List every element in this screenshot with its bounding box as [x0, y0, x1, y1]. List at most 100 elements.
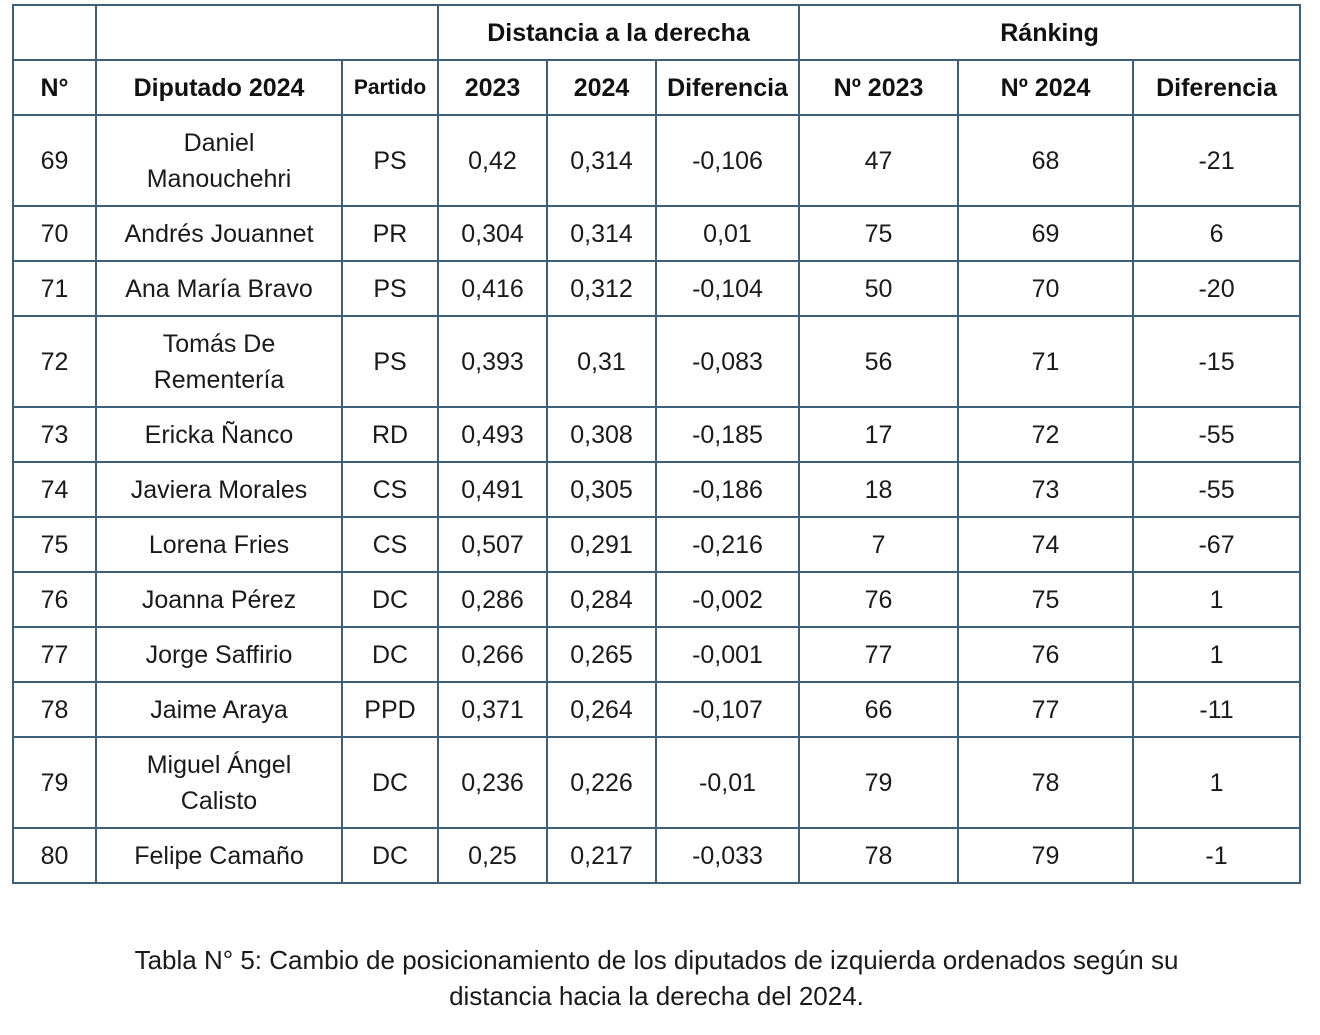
table-row: 72 Tomás De Rementería PS 0,393 0,31 -0,083 56… — [12, 315, 1302, 408]
cell-distancia-2024: 0,31 — [546, 315, 657, 408]
cell-distancia-2024: 0,217 — [546, 827, 657, 884]
cell-distancia-2023: 0,416 — [437, 260, 548, 317]
cell-partido: DC — [341, 736, 439, 829]
cell-distancia-diferencia: -0,001 — [654, 626, 801, 683]
cell-distancia-2024: 0,308 — [546, 406, 657, 463]
cell-ranking-diferencia: -55 — [1132, 461, 1302, 518]
cell-numero: 72 — [12, 315, 97, 408]
cell-distancia-2024: 0,226 — [546, 736, 657, 829]
column-header-diputado: Diputado 2024 — [95, 59, 343, 116]
table-body: 69 Daniel Manouchehri PS 0,42 0,314 -0,106 47 6… — [12, 114, 1302, 884]
cell-numero: 71 — [12, 260, 97, 317]
cell-diputado: Lorena Fries — [95, 516, 343, 573]
cell-distancia-2023: 0,25 — [437, 827, 548, 884]
cell-ranking-2024: 70 — [957, 260, 1135, 317]
cell-ranking-diferencia: 1 — [1132, 736, 1302, 829]
cell-ranking-diferencia: 6 — [1132, 205, 1302, 262]
cell-distancia-diferencia: -0,033 — [654, 827, 801, 884]
cell-distancia-diferencia: -0,002 — [654, 571, 801, 628]
cell-ranking-2023: 50 — [798, 260, 960, 317]
cell-distancia-2023: 0,42 — [437, 114, 548, 207]
cell-ranking-diferencia: -67 — [1132, 516, 1302, 573]
cell-ranking-2023: 79 — [798, 736, 960, 829]
cell-ranking-diferencia: -55 — [1132, 406, 1302, 463]
table-row: 69 Daniel Manouchehri PS 0,42 0,314 -0,106 47 6… — [12, 114, 1302, 207]
cell-distancia-2023: 0,507 — [437, 516, 548, 573]
cell-ranking-2023: 76 — [798, 571, 960, 628]
cell-diputado: Ana María Bravo — [95, 260, 343, 317]
table-row: 74 Javiera Morales CS 0,491 0,305 -0,186 18 73-… — [12, 461, 1302, 518]
cell-distancia-2023: 0,493 — [437, 406, 548, 463]
cell-numero: 77 — [12, 626, 97, 683]
cell-ranking-2024: 74 — [957, 516, 1135, 573]
cell-distancia-2024: 0,314 — [546, 114, 657, 207]
ranking-table: Distancia a la derecha Ránking N° Diputa… — [12, 4, 1302, 884]
caption-line-1: Tabla N° 5: Cambio de posicionamiento de… — [134, 945, 1179, 975]
cell-distancia-2024: 0,305 — [546, 461, 657, 518]
column-header-partido: Partido — [341, 59, 439, 116]
cell-ranking-diferencia: -20 — [1132, 260, 1302, 317]
cell-partido: RD — [341, 406, 439, 463]
cell-ranking-2024: 75 — [957, 571, 1135, 628]
cell-ranking-2024: 76 — [957, 626, 1135, 683]
cell-distancia-2024: 0,284 — [546, 571, 657, 628]
cell-distancia-2024: 0,314 — [546, 205, 657, 262]
table-caption: Tabla N° 5: Cambio de posicionamiento de… — [0, 942, 1313, 1014]
column-header-numero: N° — [12, 59, 97, 116]
caption-line-2: distancia hacia la derecha del 2024. — [449, 981, 864, 1011]
column-header-ranking-2024: Nº 2024 — [957, 59, 1135, 116]
cell-diputado: Jorge Saffirio — [95, 626, 343, 683]
cell-partido: PS — [341, 114, 439, 207]
cell-ranking-diferencia: 1 — [1132, 626, 1302, 683]
cell-ranking-2023: 47 — [798, 114, 960, 207]
column-header-diferencia-ranking: Diferencia — [1132, 59, 1302, 116]
cell-ranking-2024: 71 — [957, 315, 1135, 408]
cell-ranking-2023: 7 — [798, 516, 960, 573]
column-header-ranking-2023: Nº 2023 — [798, 59, 960, 116]
group-header-ranking: Ránking — [798, 4, 1302, 61]
column-header-2024: 2024 — [546, 59, 657, 116]
cell-ranking-2024: 77 — [957, 681, 1135, 738]
cell-distancia-2024: 0,312 — [546, 260, 657, 317]
cell-partido: PS — [341, 315, 439, 408]
column-header-row: N° Diputado 2024 Partido 2023 2024 Difer… — [12, 59, 1302, 116]
cell-ranking-diferencia: -1 — [1132, 827, 1302, 884]
cell-numero: 78 — [12, 681, 97, 738]
cell-diputado: Jaime Araya — [95, 681, 343, 738]
cell-diputado: Felipe Camaño — [95, 827, 343, 884]
cell-diputado: Miguel Ángel Calisto — [95, 736, 343, 829]
cell-numero: 75 — [12, 516, 97, 573]
cell-ranking-2023: 56 — [798, 315, 960, 408]
cell-distancia-diferencia: -0,104 — [654, 260, 801, 317]
cell-distancia-2024: 0,291 — [546, 516, 657, 573]
cell-ranking-2024: 68 — [957, 114, 1135, 207]
cell-distancia-2023: 0,371 — [437, 681, 548, 738]
cell-distancia-2023: 0,304 — [437, 205, 548, 262]
cell-ranking-2024: 69 — [957, 205, 1135, 262]
cell-distancia-2023: 0,286 — [437, 571, 548, 628]
cell-ranking-2023: 78 — [798, 827, 960, 884]
cell-ranking-2023: 77 — [798, 626, 960, 683]
cell-ranking-2024: 78 — [957, 736, 1135, 829]
cell-partido: CS — [341, 516, 439, 573]
cell-distancia-diferencia: -0,186 — [654, 461, 801, 518]
table-row: 73 Ericka Ñanco RD 0,493 0,308 -0,185 17 72 -55 — [12, 406, 1302, 463]
cell-diputado: Joanna Pérez — [95, 571, 343, 628]
cell-diputado: Ericka Ñanco — [95, 406, 343, 463]
cell-distancia-diferencia: -0,216 — [654, 516, 801, 573]
cell-distancia-diferencia: -0,01 — [654, 736, 801, 829]
cell-diputado: Tomás De Rementería — [95, 315, 343, 408]
cell-ranking-diferencia: -11 — [1132, 681, 1302, 738]
cell-distancia-2024: 0,265 — [546, 626, 657, 683]
cell-ranking-diferencia: -15 — [1132, 315, 1302, 408]
cell-ranking-diferencia: 1 — [1132, 571, 1302, 628]
cell-partido: PR — [341, 205, 439, 262]
cell-partido: CS — [341, 461, 439, 518]
table-row: 71 Ana María Bravo PS 0,416 0,312 -0,104 50 70-… — [12, 260, 1302, 317]
table-row: 77 Jorge Saffirio DC 0,266 0,265 -0,001 77 76 1 — [12, 626, 1302, 683]
cell-distancia-2023: 0,393 — [437, 315, 548, 408]
column-header-diferencia-distancia: Diferencia — [654, 59, 801, 116]
group-header-row: Distancia a la derecha Ránking — [12, 4, 1302, 61]
cell-numero: 73 — [12, 406, 97, 463]
cell-numero: 69 — [12, 114, 97, 207]
